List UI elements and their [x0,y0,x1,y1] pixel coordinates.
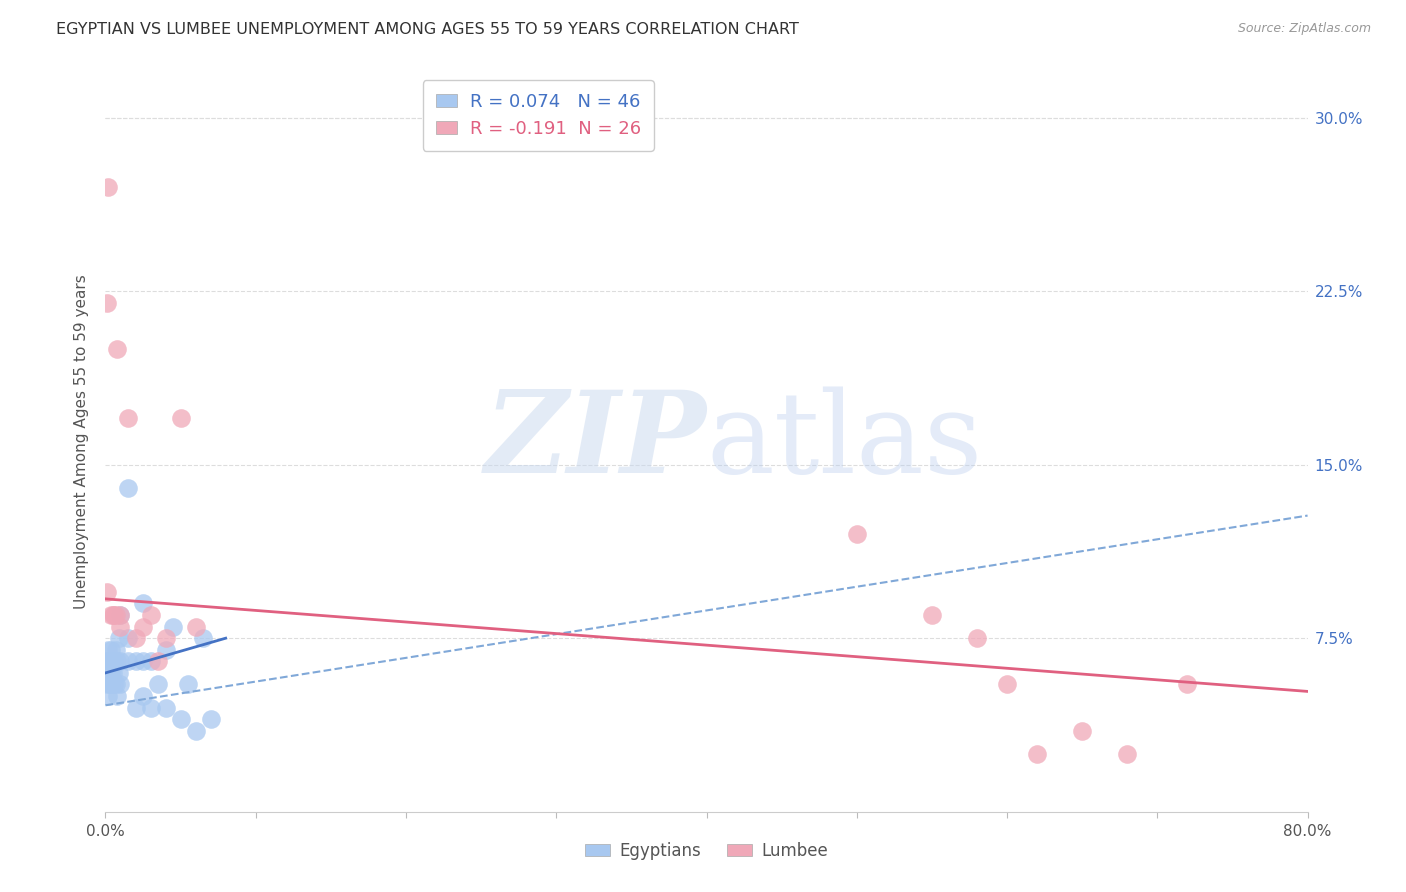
Point [104,608,127,623]
Point [169,712,191,726]
Point [177,677,200,691]
Point [1026,747,1049,761]
Point [139,654,162,668]
Point [96,585,118,599]
Y-axis label: Unemployment Among Ages 55 to 59 years: Unemployment Among Ages 55 to 59 years [75,274,90,609]
Point [96,665,118,680]
Point [96,295,118,310]
Point [966,631,988,645]
Point [107,342,129,356]
Point [995,677,1018,691]
Text: atlas: atlas [707,386,983,497]
Point [146,677,169,691]
Point [117,631,139,645]
Point [184,619,207,633]
Text: EGYPTIAN VS LUMBEE UNEMPLOYMENT AMONG AGES 55 TO 59 YEARS CORRELATION CHART: EGYPTIAN VS LUMBEE UNEMPLOYMENT AMONG AG… [56,22,799,37]
Point [103,677,125,691]
Point [155,700,177,714]
Point [124,700,146,714]
Point [124,654,146,668]
Point [100,642,122,657]
Point [1071,723,1094,738]
Point [100,677,122,691]
Point [100,654,122,668]
Point [1175,677,1198,691]
Point [108,665,131,680]
Point [97,180,120,194]
Point [1116,747,1139,761]
Point [100,608,122,623]
Point [103,608,125,623]
Point [103,654,125,668]
Point [97,642,120,657]
Point [132,619,155,633]
Point [97,665,120,680]
Point [110,619,132,633]
Point [117,411,139,425]
Point [191,631,214,645]
Point [110,608,132,623]
Point [96,654,118,668]
Point [117,654,139,668]
Point [139,700,162,714]
Point [104,677,127,691]
Point [110,608,132,623]
Point [97,689,120,703]
Point [110,677,132,691]
Point [98,654,121,668]
Point [132,689,155,703]
Point [169,411,191,425]
Text: ZIP: ZIP [485,386,707,497]
Point [200,712,222,726]
Point [162,619,184,633]
Point [155,642,177,657]
Text: Source: ZipAtlas.com: Source: ZipAtlas.com [1237,22,1371,36]
Point [139,608,162,623]
Point [100,665,122,680]
Point [117,481,139,495]
Point [108,631,131,645]
Point [98,677,121,691]
Point [101,608,124,623]
Point [921,608,943,623]
Point [124,631,146,645]
Point [845,527,868,541]
Point [101,654,124,668]
Legend: Egyptians, Lumbee: Egyptians, Lumbee [578,835,835,866]
Point [101,665,124,680]
Point [98,665,121,680]
Point [97,654,120,668]
Point [104,642,127,657]
Point [146,654,169,668]
Point [132,654,155,668]
Point [107,654,129,668]
Point [96,677,118,691]
Point [184,723,207,738]
Point [132,597,155,611]
Point [110,654,132,668]
Point [107,689,129,703]
Point [155,631,177,645]
